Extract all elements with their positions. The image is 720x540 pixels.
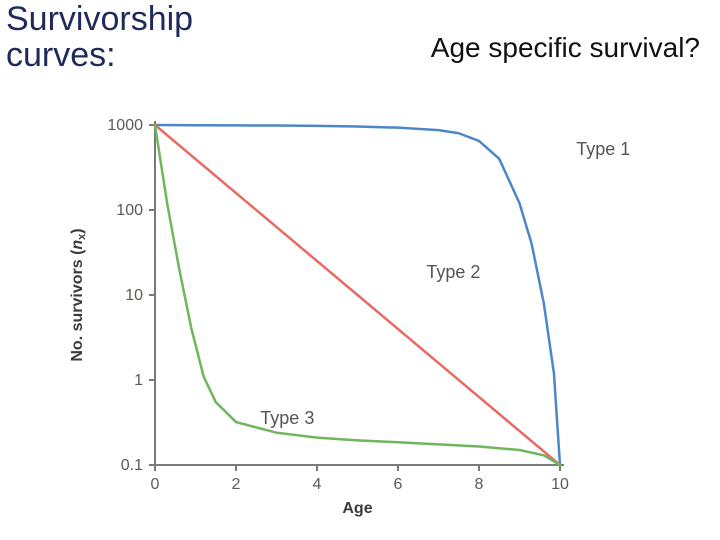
survivorship-chart: 0.1 1 10 100 1000 0 2 4 6 8 10 Age No. survivors (nx… (60, 110, 650, 530)
x-axis-label: Age (342, 500, 372, 517)
y-tick-label: 0.1 (121, 457, 143, 474)
svg-text:No. survivors (nx): No. survivors (nx) (69, 228, 88, 361)
series-label-type-3: Type 3 (260, 408, 314, 428)
y-tick-label: 1000 (107, 117, 143, 134)
x-tick-label: 8 (475, 476, 484, 493)
slide-title-right: Age specific survival? (431, 32, 700, 64)
chart-svg: 0.1 1 10 100 1000 0 2 4 6 8 10 Age No. survivors (nx… (60, 110, 650, 530)
x-tick-label: 4 (313, 476, 322, 493)
y-tick-label: 1 (134, 372, 143, 389)
x-tick-label: 2 (232, 476, 241, 493)
series-type-2 (155, 125, 560, 465)
title-word-1: Survivorship (6, 0, 193, 38)
slide-title-left: Survivorship curves: (6, 2, 193, 73)
x-tick-label: 6 (394, 476, 403, 493)
y-tick-label: 10 (125, 287, 143, 304)
series-label-type-2: Type 2 (426, 262, 480, 282)
y-axis-label: No. survivors (nx) (69, 228, 88, 361)
series-label-type-1: Type 1 (576, 139, 630, 159)
title-colon: : (106, 36, 115, 74)
x-tick-label: 10 (551, 476, 569, 493)
x-tick-label: 0 (151, 476, 160, 493)
y-tick-label: 100 (116, 202, 143, 219)
title-word-2: curves (6, 36, 106, 74)
